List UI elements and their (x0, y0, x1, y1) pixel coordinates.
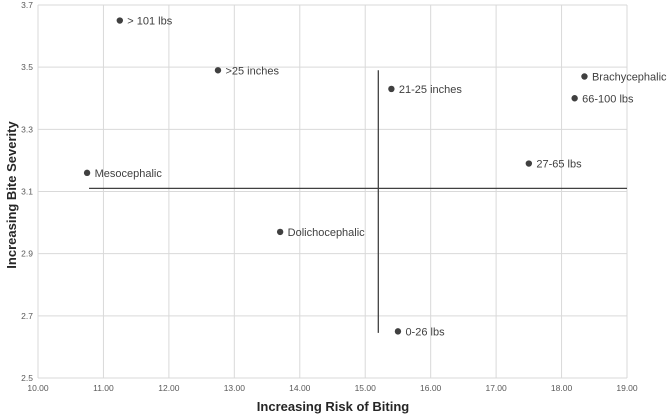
x-axis-tick-label: 15.00 (355, 383, 377, 393)
data-point-label: Mesocephalic (95, 168, 163, 180)
data-point-label: 0-26 lbs (405, 326, 445, 338)
y-axis-tick-label: 3.5 (21, 62, 33, 72)
data-point (83, 169, 91, 177)
x-axis-tick-label: 16.00 (420, 383, 442, 393)
x-axis-tick-label: 18.00 (551, 383, 573, 393)
y-axis-tick-label: 3.7 (21, 0, 33, 10)
data-point-label: >25 inches (225, 65, 279, 77)
data-point (214, 67, 222, 74)
x-axis-tick-label: 14.00 (289, 383, 311, 393)
data-point (525, 160, 533, 167)
data-point-label: > 101 lbs (127, 16, 172, 28)
data-point (571, 95, 578, 102)
x-axis-tick-label: 10.00 (27, 383, 49, 393)
y-axis-tick-label: 3.3 (21, 124, 33, 134)
data-point-label: Brachycephalic (592, 71, 667, 83)
y-axis-tick-label: 2.7 (21, 311, 33, 321)
x-axis-tick-label: 11.00 (93, 383, 114, 393)
x-axis-tick-label: 19.00 (616, 383, 638, 393)
data-point (388, 85, 395, 93)
y-axis-tick-label: 3.1 (21, 187, 33, 197)
data-point (116, 17, 124, 24)
data-point (394, 328, 402, 335)
x-axis-tick-label: 17.00 (485, 383, 507, 393)
data-point (581, 73, 588, 80)
x-axis-tick-label: 13.00 (224, 383, 246, 393)
y-axis-tick-label: 2.9 (21, 249, 33, 259)
data-point (276, 228, 284, 236)
y-axis-tick-label: 2.5 (21, 373, 33, 383)
data-point-label: 66-100 lbs (582, 93, 634, 105)
x-axis-tick-label: 12.00 (158, 383, 180, 393)
y-axis-title: Increasing Bite Severity (4, 121, 19, 269)
data-point-label: 27-65 lbs (536, 159, 582, 171)
data-point-label: 21-25 inches (399, 84, 462, 96)
x-axis-title: Increasing Risk of Biting (257, 399, 409, 414)
data-point-label: Dolichocephalic (288, 227, 366, 239)
